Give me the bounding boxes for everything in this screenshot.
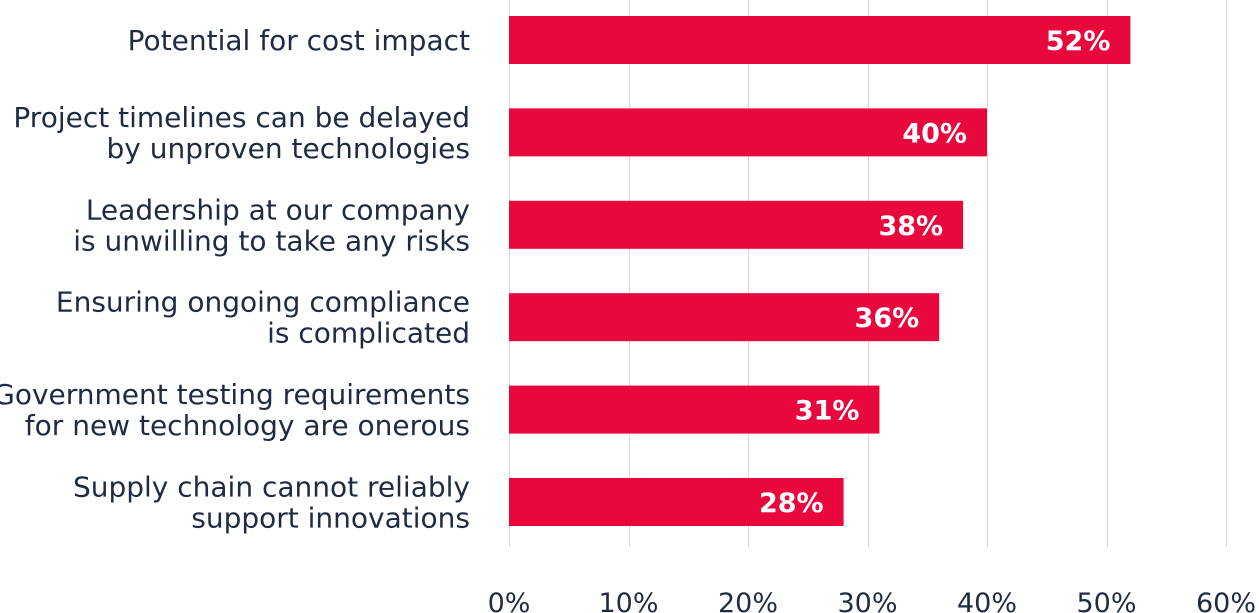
x-tick-label: 0% bbox=[488, 588, 531, 613]
bar bbox=[509, 385, 880, 434]
x-tick-label: 60% bbox=[1196, 588, 1256, 613]
category-label: Government testing requirements for new t… bbox=[0, 378, 470, 442]
category-label-line: Leadership at our company bbox=[86, 193, 470, 226]
grid-lines bbox=[509, 0, 1227, 547]
bar bbox=[509, 293, 940, 342]
category-label-line: Potential for cost impact bbox=[128, 24, 470, 57]
category-label-line: Ensuring ongoing compliance bbox=[56, 286, 470, 319]
bar bbox=[509, 478, 844, 526]
category-label-line: by unproven technologies bbox=[107, 132, 470, 165]
category-label: Potential for cost impact bbox=[128, 24, 470, 57]
x-tick-label: 30% bbox=[837, 588, 897, 613]
category-label-line: is unwilling to take any risks bbox=[73, 224, 470, 257]
category-label-line: is complicated bbox=[267, 317, 470, 350]
category-label-line: Project timelines can be delayed bbox=[13, 101, 470, 134]
data-label: 52% bbox=[1046, 26, 1111, 57]
category-label: Leadership at our company is unwilling to… bbox=[73, 193, 470, 257]
bar bbox=[509, 200, 964, 249]
bar bbox=[509, 16, 1131, 64]
data-label: 31% bbox=[795, 396, 860, 427]
x-tick-label: 50% bbox=[1076, 588, 1136, 613]
category-label-line: support innovations bbox=[191, 502, 470, 535]
category-label: Supply chain cannot reliably support inno… bbox=[73, 471, 470, 535]
x-axis-tick-labels: 0% 10% 20% 30% 40% 50% 60% bbox=[488, 588, 1256, 613]
category-label: Project timelines can be delayed by unpro… bbox=[13, 101, 470, 165]
bars: 52% 40% 38% 36% 31% 28% bbox=[509, 16, 1131, 526]
category-label: Ensuring ongoing compliance is complicate… bbox=[56, 286, 470, 350]
x-tick-label: 40% bbox=[957, 588, 1017, 613]
data-label: 36% bbox=[855, 303, 920, 334]
data-label: 40% bbox=[902, 118, 967, 149]
x-tick-label: 20% bbox=[718, 588, 778, 613]
category-label-line: Supply chain cannot reliably bbox=[73, 471, 470, 504]
category-label-line: Government testing requirements bbox=[0, 378, 470, 411]
category-labels: Potential for cost impact Project timelin… bbox=[0, 24, 470, 535]
bar bbox=[509, 108, 987, 157]
data-label: 38% bbox=[878, 211, 943, 242]
category-label-line: for new technology are onerous bbox=[25, 409, 470, 442]
x-tick-label: 10% bbox=[598, 588, 658, 613]
data-label: 28% bbox=[759, 488, 824, 519]
